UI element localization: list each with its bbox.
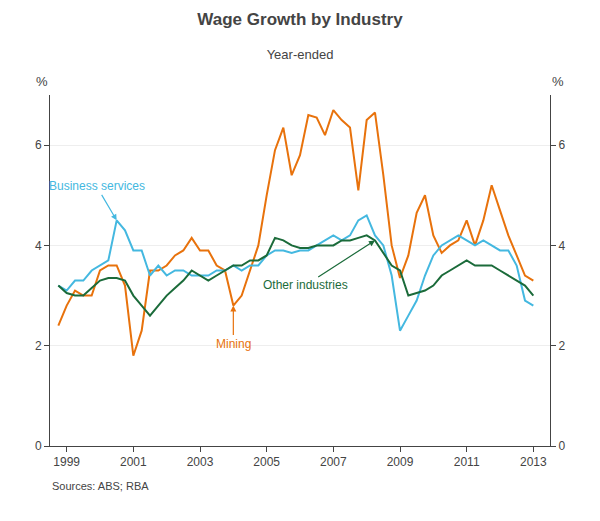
- svg-text:%: %: [552, 74, 564, 89]
- svg-text:6: 6: [558, 138, 565, 152]
- svg-text:%: %: [36, 74, 48, 89]
- svg-text:Year-ended: Year-ended: [267, 47, 334, 62]
- svg-text:2007: 2007: [320, 455, 347, 469]
- svg-text:Other industries: Other industries: [263, 278, 348, 292]
- svg-text:2013: 2013: [520, 455, 547, 469]
- svg-text:2011: 2011: [454, 455, 480, 469]
- svg-text:2: 2: [35, 339, 42, 353]
- svg-text:2: 2: [558, 339, 565, 353]
- svg-text:Sources: ABS; RBA: Sources: ABS; RBA: [52, 480, 149, 492]
- svg-text:Wage Growth by Industry: Wage Growth by Industry: [197, 10, 403, 29]
- svg-text:2001: 2001: [120, 455, 147, 469]
- svg-text:6: 6: [35, 138, 42, 152]
- svg-text:2005: 2005: [253, 455, 280, 469]
- svg-text:0: 0: [35, 439, 42, 453]
- svg-text:4: 4: [558, 239, 565, 253]
- svg-text:2003: 2003: [187, 455, 214, 469]
- svg-text:1999: 1999: [53, 455, 80, 469]
- svg-text:2009: 2009: [387, 455, 414, 469]
- svg-text:0: 0: [558, 439, 565, 453]
- svg-text:Business services: Business services: [49, 179, 145, 193]
- svg-text:4: 4: [35, 239, 42, 253]
- svg-text:Mining: Mining: [216, 337, 251, 351]
